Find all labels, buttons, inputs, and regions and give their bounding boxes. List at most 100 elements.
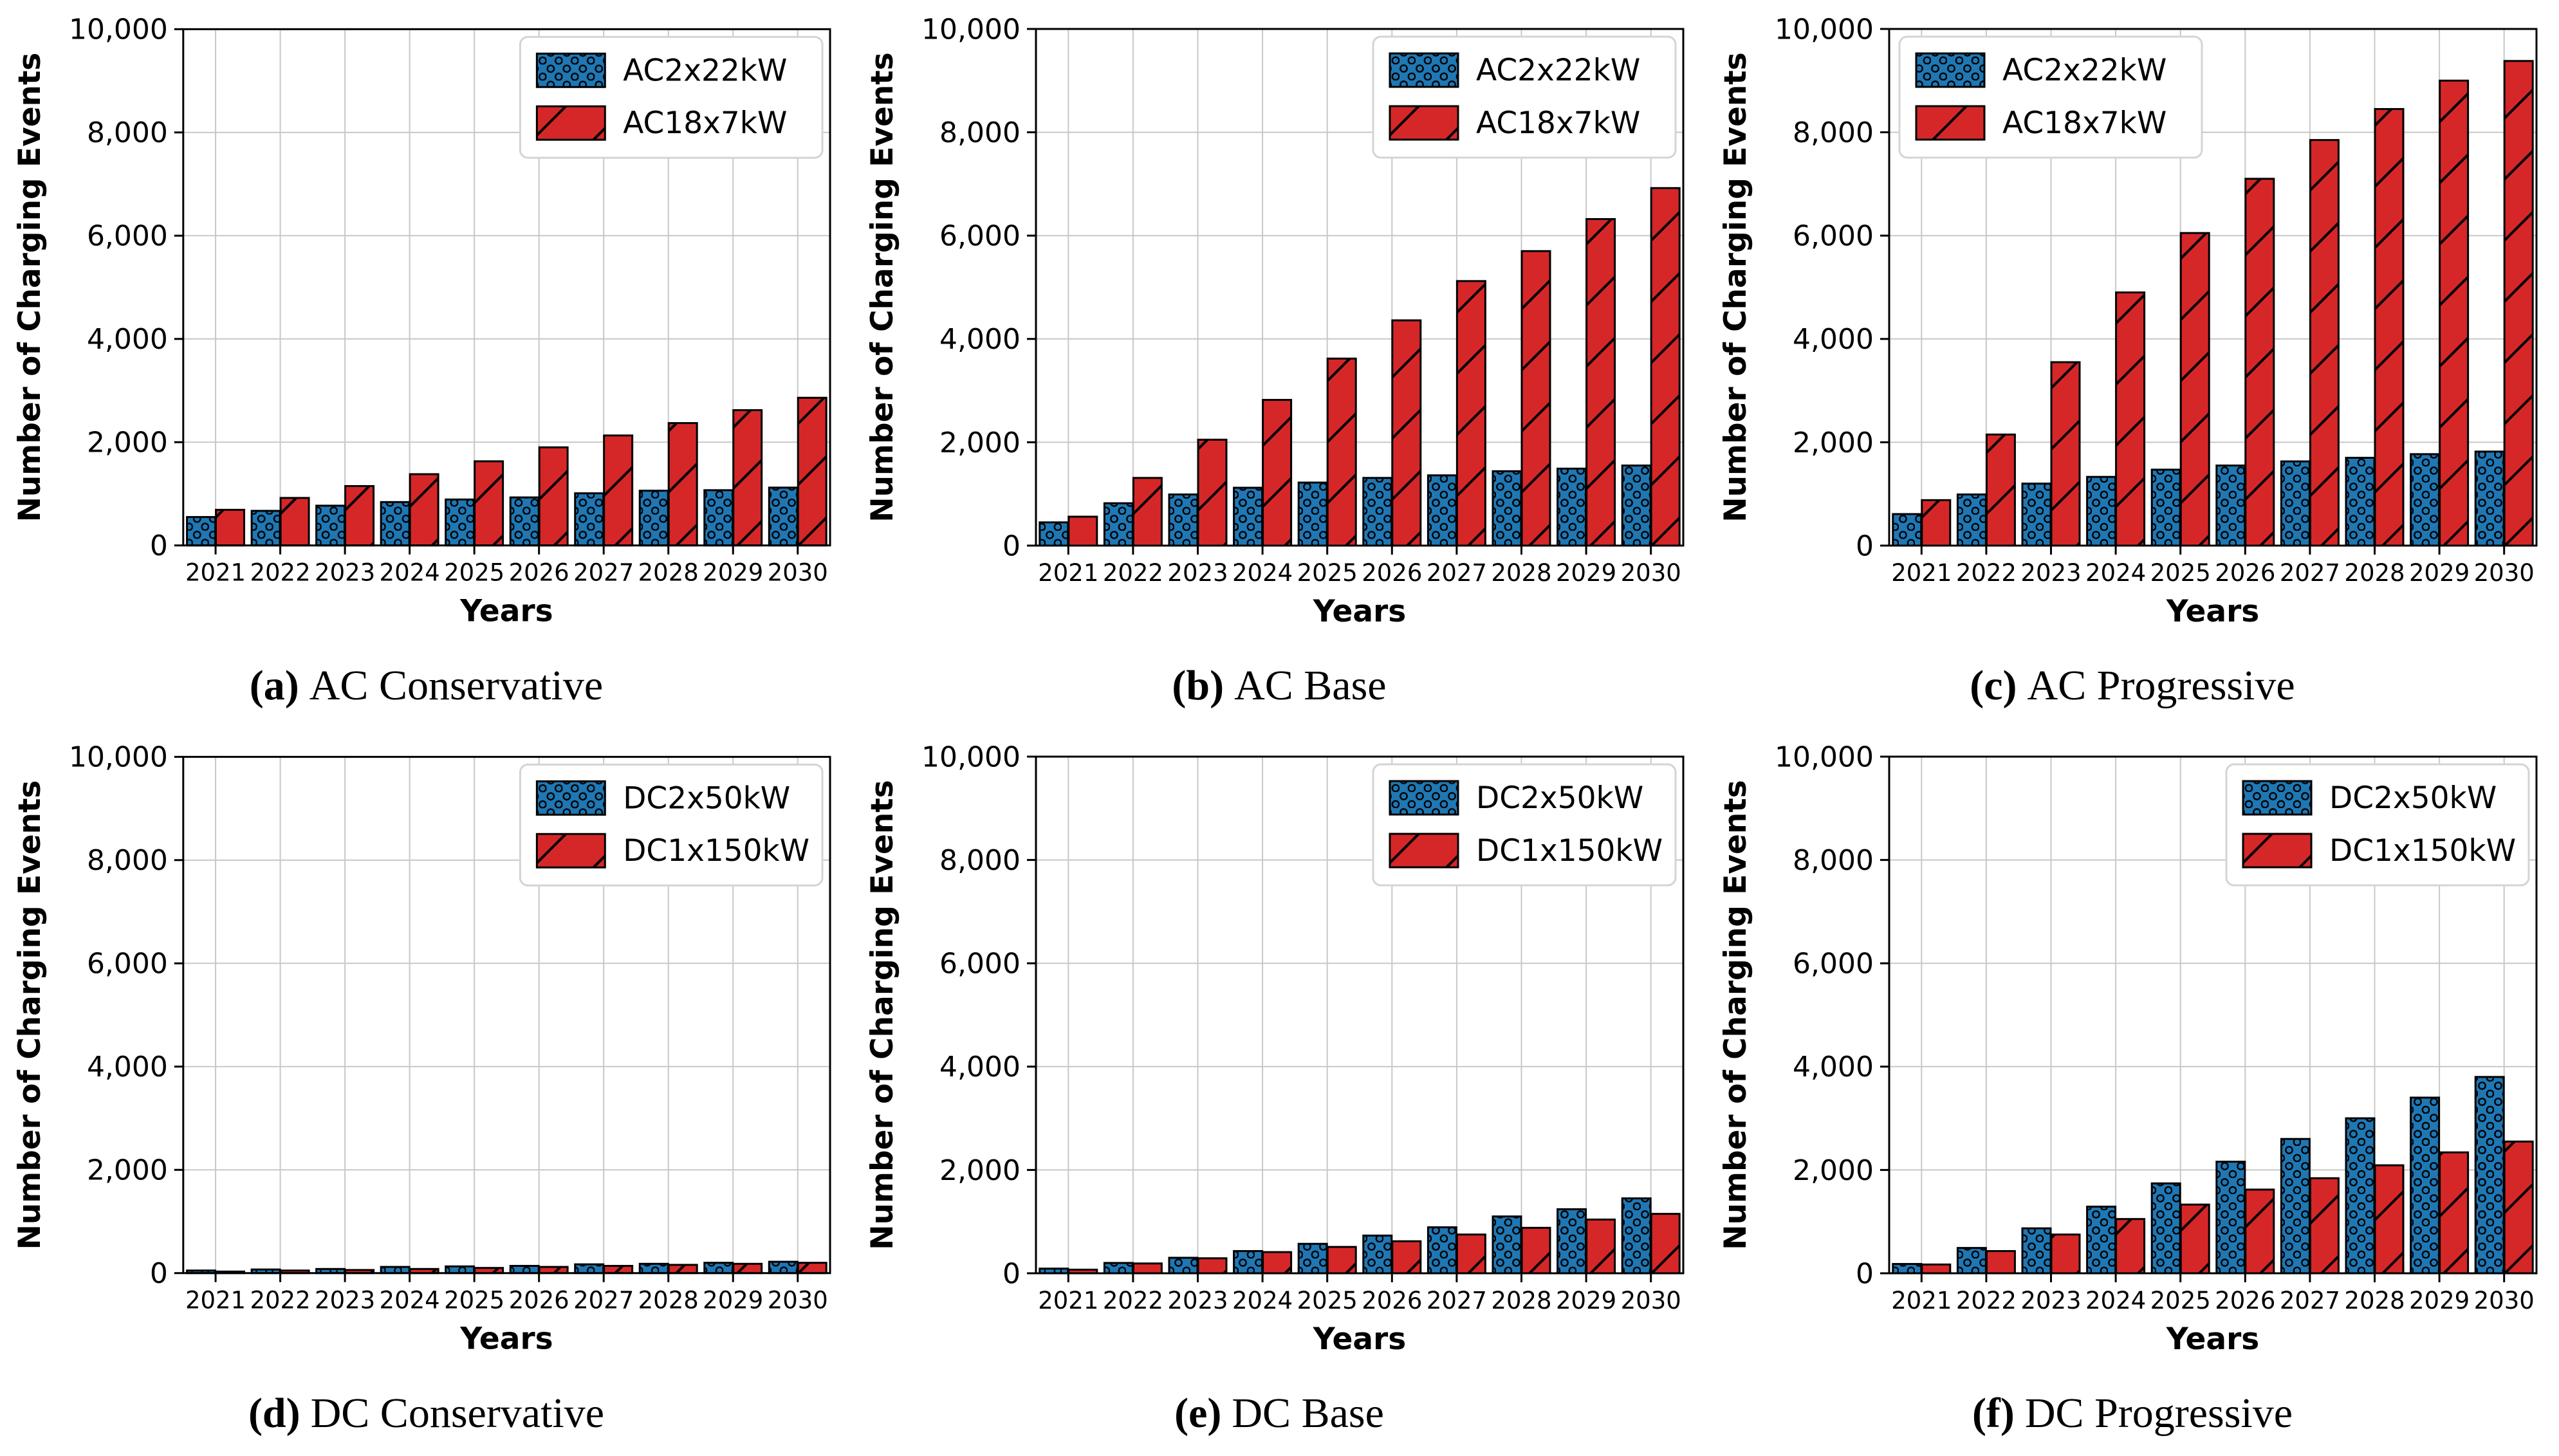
legend: DC2x50kW DC1x150kW xyxy=(1372,763,1677,887)
y-tick-label: 2,000 xyxy=(87,427,168,459)
bar-DC1x150kW-2021 xyxy=(1921,1263,1952,1275)
x-tick-label: 2030 xyxy=(768,1287,828,1314)
y-axis-label: Number of Charging Events xyxy=(865,780,900,1250)
legend-label-AC18x7kW: AC18x7kW xyxy=(623,106,787,141)
x-tick-label: 2030 xyxy=(2474,1287,2535,1314)
x-tick-label: 2029 xyxy=(2409,1287,2470,1314)
y-tick-label: 6,000 xyxy=(87,948,168,981)
legend-swatch-DC1x150kW xyxy=(2242,833,2313,869)
caption-f: (f) DC Progressive xyxy=(1706,1371,2559,1455)
bar-AC2x22kW-2026 xyxy=(2215,465,2246,547)
bar-AC18x7kW-2024 xyxy=(1262,399,1293,547)
bar-AC2x22kW-2028 xyxy=(1492,470,1522,547)
x-tick-label: 2026 xyxy=(509,559,569,587)
y-tick-label: 4,000 xyxy=(87,323,168,356)
x-tick-label: 2027 xyxy=(573,559,634,587)
y-axis: 0 2,000 4,000 6,000 8,000 10,000 xyxy=(69,14,183,562)
bar-DC1x150kW-2023 xyxy=(2050,1233,2081,1275)
bar-DC1x150kW-2025 xyxy=(2179,1203,2210,1275)
caption-c-text: AC Progressive xyxy=(2027,661,2295,709)
bar-DC2x50kW-2023 xyxy=(2021,1227,2052,1275)
bar-AC18x7kW-2030 xyxy=(2503,60,2534,547)
bar-AC18x7kW-2030 xyxy=(1650,187,1681,547)
legend-label-DC1x150kW: DC1x150kW xyxy=(623,833,809,869)
x-tick-label: 2021 xyxy=(1891,559,1952,587)
bar-DC2x50kW-2022 xyxy=(1956,1247,1987,1275)
y-tick-label: 0 xyxy=(1856,1257,1874,1290)
bars xyxy=(186,396,827,547)
x-tick-label: 2026 xyxy=(2215,1287,2275,1314)
bar-AC18x7kW-2021 xyxy=(1921,499,1952,547)
legend-swatch-AC2x22kW xyxy=(1389,52,1459,88)
bar-AC2x22kW-2021 xyxy=(1892,513,1923,547)
y-tick-label: 2,000 xyxy=(939,1154,1021,1187)
bar-DC2x50kW-2022 xyxy=(1103,1262,1134,1275)
bar-DC2x50kW-2028 xyxy=(638,1262,669,1275)
x-tick-label: 2029 xyxy=(2409,559,2470,587)
x-tick-label: 2028 xyxy=(1491,1287,1551,1314)
y-axis: 0 2,000 4,000 6,000 8,000 10,000 xyxy=(921,741,1036,1290)
legend-label-DC1x150kW: DC1x150kW xyxy=(1476,833,1663,869)
x-tick-label: 2024 xyxy=(1232,1287,1293,1314)
bar-DC2x50kW-2021 xyxy=(1892,1263,1923,1275)
x-tick-label: 2028 xyxy=(1491,559,1551,587)
y-tick-label: 4,000 xyxy=(939,1051,1021,1083)
bar-AC2x22kW-2025 xyxy=(2150,468,2181,547)
subplot-e: 0 2,000 4,000 6,000 8,000 10,000 2021 2022 2023 2… xyxy=(853,728,1706,1455)
y-tick-label: 10,000 xyxy=(69,741,168,774)
bar-AC2x22kW-2027 xyxy=(1427,474,1457,547)
x-axis: 2021 2022 2023 2024 2025 2026 2027 2028 2029 2030 xyxy=(1891,1273,2535,1314)
x-tick-label: 2025 xyxy=(444,1287,504,1314)
bar-AC2x22kW-2023 xyxy=(2021,483,2052,547)
caption-a-label: (a) xyxy=(249,661,299,709)
legend-label-DC2x50kW: DC2x50kW xyxy=(623,780,790,816)
bars xyxy=(1039,187,1681,547)
x-axis: 2021 2022 2023 2024 2025 2026 2027 2028 2029 2030 xyxy=(1038,546,1681,587)
legend-swatch-DC2x50kW xyxy=(535,780,606,816)
y-tick-label: 6,000 xyxy=(939,220,1021,253)
y-tick-label: 0 xyxy=(1002,1257,1021,1290)
x-tick-label: 2024 xyxy=(380,1287,440,1314)
bar-AC2x22kW-2029 xyxy=(2410,453,2441,547)
x-tick-label: 2022 xyxy=(250,559,311,587)
bar-DC2x50kW-2027 xyxy=(574,1263,605,1275)
bar-AC18x7kW-2029 xyxy=(1585,218,1616,547)
x-axis: 2021 2022 2023 2024 2025 2026 2027 2028 2029 2030 xyxy=(185,545,828,587)
bar-DC2x50kW-2030 xyxy=(768,1260,799,1275)
bar-DC2x50kW-2029 xyxy=(703,1262,734,1275)
x-tick-label: 2025 xyxy=(1297,559,1358,587)
y-tick-label: 8,000 xyxy=(87,844,168,877)
y-tick-label: 4,000 xyxy=(87,1051,168,1083)
x-tick-label: 2021 xyxy=(185,559,246,587)
bar-AC18x7kW-2028 xyxy=(667,422,698,547)
caption-a: (a) AC Conservative xyxy=(0,643,853,728)
bars xyxy=(1892,60,2534,547)
caption-b: (b) AC Base xyxy=(853,643,1706,728)
bar-AC18x7kW-2027 xyxy=(2309,139,2340,547)
bar-AC18x7kW-2027 xyxy=(1455,280,1486,547)
bar-AC2x22kW-2022 xyxy=(1956,493,1987,547)
x-tick-label: 2027 xyxy=(1427,559,1487,587)
x-tick-label: 2028 xyxy=(638,559,699,587)
bar-AC2x22kW-2027 xyxy=(574,492,605,547)
x-tick-label: 2028 xyxy=(2344,1287,2405,1314)
x-tick-label: 2026 xyxy=(509,1287,569,1314)
x-tick-label: 2030 xyxy=(2474,559,2535,587)
bar-DC2x50kW-2025 xyxy=(2150,1182,2181,1275)
x-tick-label: 2027 xyxy=(2280,559,2340,587)
bar-DC2x50kW-2025 xyxy=(445,1265,476,1275)
caption-c-label: (c) xyxy=(1970,661,2017,709)
caption-b-label: (b) xyxy=(1172,661,1224,709)
bar-AC18x7kW-2022 xyxy=(1132,477,1163,547)
bar-DC1x150kW-2029 xyxy=(1585,1218,1616,1275)
y-axis-label: Number of Charging Events xyxy=(1718,780,1753,1250)
x-tick-label: 2029 xyxy=(1556,1287,1616,1314)
bar-AC18x7kW-2030 xyxy=(797,396,827,547)
y-axis: 0 2,000 4,000 6,000 8,000 10,000 xyxy=(69,741,183,1290)
bar-DC1x150kW-2030 xyxy=(2503,1140,2534,1275)
bar-AC18x7kW-2022 xyxy=(1985,433,2016,547)
y-axis-label: Number of Charging Events xyxy=(865,52,900,522)
bar-AC2x22kW-2022 xyxy=(250,510,281,547)
bar-DC1x150kW-2028 xyxy=(1520,1226,1551,1275)
